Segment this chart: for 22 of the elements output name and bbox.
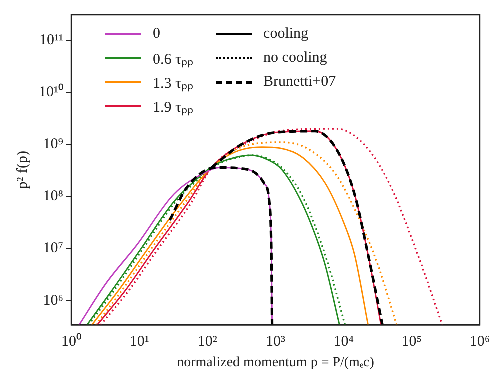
y-tick-label: 10¹⁰ (38, 84, 64, 101)
x-tick-label: 10⁴ (334, 334, 354, 350)
x-axis-title: normalized momentum p = P/(mₑc) (177, 355, 375, 370)
y-tick-label: 10⁹ (43, 136, 64, 153)
legend-label: 1.9 τₚₚ (153, 98, 194, 116)
x-tick-label: 10³ (266, 334, 286, 350)
legend-label: 0 (153, 26, 160, 42)
x-tick-label: 10⁵ (402, 334, 422, 350)
y-tick-label: 10⁸ (43, 188, 64, 205)
x-tick-label: 10² (198, 334, 218, 350)
legend-label: cooling (264, 26, 309, 42)
x-tick-label: 10⁰ (61, 333, 82, 350)
y-axis-title: p² f(p) (14, 150, 31, 190)
x-tick-label: 10⁶ (470, 334, 490, 350)
y-tick-label: 10⁷ (43, 240, 64, 257)
legend-label: Brunetti+07 (264, 74, 336, 90)
y-tick-label: 10¹¹ (39, 32, 64, 49)
legend-label: 1.3 τₚₚ (153, 74, 194, 92)
legend-label: 0.6 τₚₚ (153, 50, 194, 68)
x-tick-label: 10¹ (130, 334, 150, 350)
y-tick-label: 10⁶ (43, 292, 64, 309)
legend-label: no cooling (264, 50, 328, 66)
